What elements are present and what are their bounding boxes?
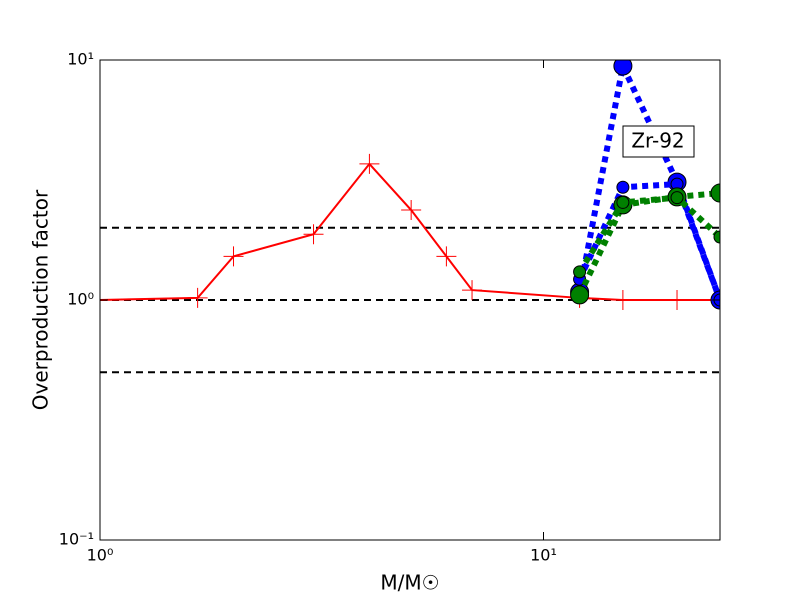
marker	[670, 191, 684, 205]
marker	[570, 285, 590, 305]
marker	[710, 183, 720, 203]
annotation-box	[622, 125, 695, 158]
marker	[359, 153, 380, 174]
series-line	[576, 60, 720, 302]
marker	[401, 200, 422, 221]
series-line	[576, 190, 720, 297]
y-tick-label: 10⁰	[67, 290, 94, 309]
y-axis-label: Overproduction factor	[29, 189, 53, 410]
marker	[613, 60, 633, 76]
x-tick-label: 10¹	[530, 546, 557, 565]
x-tick-label: 10⁰	[87, 546, 114, 565]
x-axis-label: M/M☉	[380, 571, 439, 595]
marker	[573, 265, 587, 279]
marker	[462, 280, 483, 301]
series-line	[577, 194, 720, 274]
marker	[616, 195, 630, 209]
y-tick-label: 10⁻¹	[59, 530, 94, 549]
annotation: Zr-92	[622, 125, 695, 158]
marker	[223, 246, 244, 267]
marker	[612, 290, 633, 310]
y-tick-label: 10¹	[67, 50, 94, 69]
marker	[616, 180, 630, 194]
marker	[187, 287, 208, 308]
annotation-text: Zr-92	[631, 129, 684, 153]
marker	[713, 230, 720, 244]
marker	[436, 246, 457, 267]
marker	[667, 290, 688, 310]
marker	[303, 224, 324, 245]
